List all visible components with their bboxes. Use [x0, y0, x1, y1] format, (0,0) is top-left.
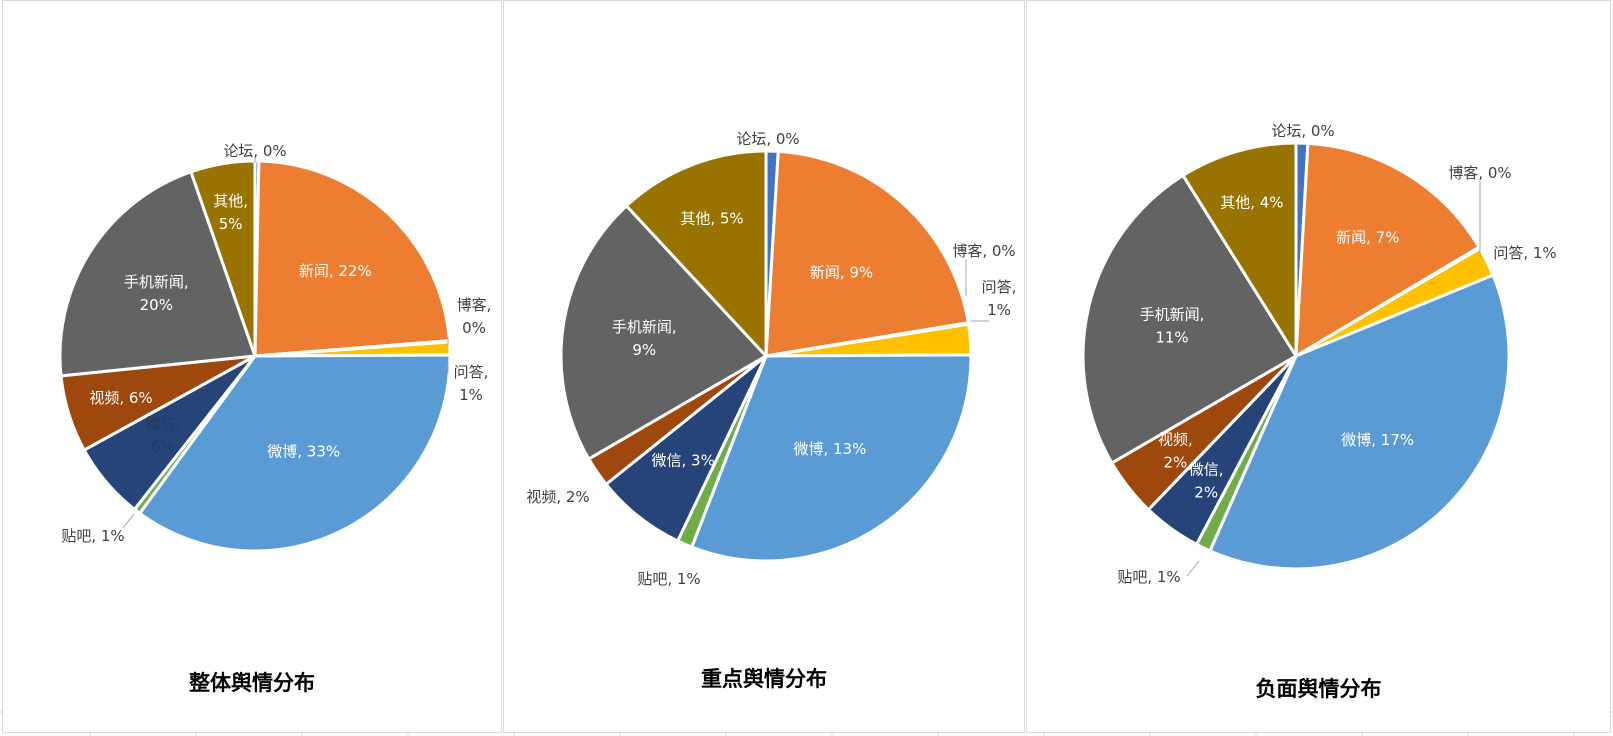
data-label-贴吧: 贴吧, 1%: [637, 570, 700, 588]
data-label-贴吧: 贴吧, 1%: [1117, 568, 1180, 586]
chart-panel-overall[interactable]: 论坛, 0% 新闻, 22% 博客, 0% 问答, 1% 微博, 33% 贴吧, 1% 微信, 6…: [2, 0, 502, 733]
chart-panel-key[interactable]: 论坛, 0% 新闻, 9% 博客, 0% 问答, 1% 微博, 13% 贴吧, 1% 微信, …: [503, 0, 1025, 733]
data-label-视频: 视频, 2%: [526, 488, 589, 506]
chart-title: 负面舆情分布: [1255, 677, 1382, 701]
pie-slices: [559, 149, 973, 563]
chart-panel-negative[interactable]: 论坛, 0% 新闻, 7% 博客, 0% 问答, 1% 微博, 17% 贴吧, 1% 微信,…: [1026, 0, 1611, 733]
pie-labels: 论坛, 0% 新闻, 9% 博客, 0% 问答, 1% 微博, 13% 贴吧, 1% 微信, …: [526, 130, 1016, 588]
pie-labels: 论坛, 0% 新闻, 7% 博客, 0% 问答, 1% 微博, 17% 贴吧, 1% 微信,…: [1117, 122, 1556, 586]
data-label-微博: 微博, 13%: [793, 440, 866, 458]
pie-slice-其他[interactable]: [1181, 141, 1298, 358]
data-label-问答: 问答, 1%: [1493, 244, 1556, 262]
data-label-论坛: 论坛, 0%: [1271, 122, 1334, 140]
data-label-手机新闻: 手机新闻, 11%: [1140, 305, 1205, 346]
data-label-微信: 微信, 6%: [146, 414, 181, 455]
pie-slice-手机新闻[interactable]: [559, 204, 768, 461]
pie-slice-其他[interactable]: [624, 149, 768, 358]
data-label-微博: 微博, 33%: [267, 443, 340, 461]
chart-title: 整体舆情分布: [189, 671, 315, 695]
data-label-新闻: 新闻, 9%: [810, 263, 873, 281]
data-label-博客: 博客, 0%: [952, 242, 1015, 260]
pie-slices: [1081, 141, 1511, 571]
data-label-论坛: 论坛, 0%: [736, 130, 799, 148]
data-label-其他: 其他, 4%: [1220, 194, 1283, 212]
data-label-其他: 其他, 5%: [213, 192, 248, 233]
data-label-问答: 问答, 1%: [982, 278, 1017, 319]
pie-slice-微博[interactable]: [138, 353, 452, 553]
pie-slice-微博[interactable]: [1208, 273, 1511, 571]
leader-line-贴吧: [1186, 560, 1200, 577]
data-label-微信: 微信, 3%: [652, 451, 715, 469]
data-label-微博: 微博, 17%: [1341, 431, 1414, 449]
pie-chart-negative: 论坛, 0% 新闻, 7% 博客, 0% 问答, 1% 微博, 17% 贴吧, 1% 微信,…: [1081, 122, 1557, 586]
data-label-博客: 博客, 0%: [1448, 164, 1511, 182]
pie-slice-手机新闻[interactable]: [1081, 173, 1298, 465]
chart-title: 重点舆情分布: [701, 667, 827, 691]
data-label-视频: 视频, 2%: [1158, 431, 1193, 472]
data-label-贴吧: 贴吧, 1%: [61, 527, 124, 545]
data-label-新闻: 新闻, 22%: [299, 262, 372, 280]
data-label-论坛: 论坛, 0%: [223, 142, 286, 160]
data-label-手机新闻: 手机新闻, 9%: [612, 318, 677, 359]
pie-chart-overall: 论坛, 0% 新闻, 22% 博客, 0% 问答, 1% 微博, 33% 贴吧, 1% 微信, 6…: [58, 142, 491, 553]
data-label-博客: 博客, 0%: [457, 296, 492, 337]
pie-slice-新闻[interactable]: [253, 159, 451, 358]
pie-slice-新闻[interactable]: [764, 149, 970, 358]
pie-slice-手机新闻[interactable]: [58, 170, 257, 378]
pie-chart-key: 论坛, 0% 新闻, 9% 博客, 0% 问答, 1% 微博, 13% 贴吧, 1% 微信, …: [526, 130, 1016, 588]
data-label-微信: 微信, 2%: [1189, 460, 1224, 501]
data-label-问答: 问答, 1%: [454, 363, 489, 404]
data-label-视频: 视频, 6%: [89, 389, 152, 407]
pie-slice-微博[interactable]: [690, 353, 973, 563]
data-label-新闻: 新闻, 7%: [1336, 229, 1399, 247]
data-label-手机新闻: 手机新闻, 20%: [124, 273, 189, 314]
pie-slices: [58, 159, 452, 553]
pie-slice-新闻[interactable]: [1294, 141, 1481, 358]
data-label-其他: 其他, 5%: [680, 210, 743, 228]
pie-labels: 论坛, 0% 新闻, 22% 博客, 0% 问答, 1% 微博, 33% 贴吧, 1% 微信, 6…: [61, 142, 491, 545]
leader-line-贴吧: [122, 513, 135, 529]
